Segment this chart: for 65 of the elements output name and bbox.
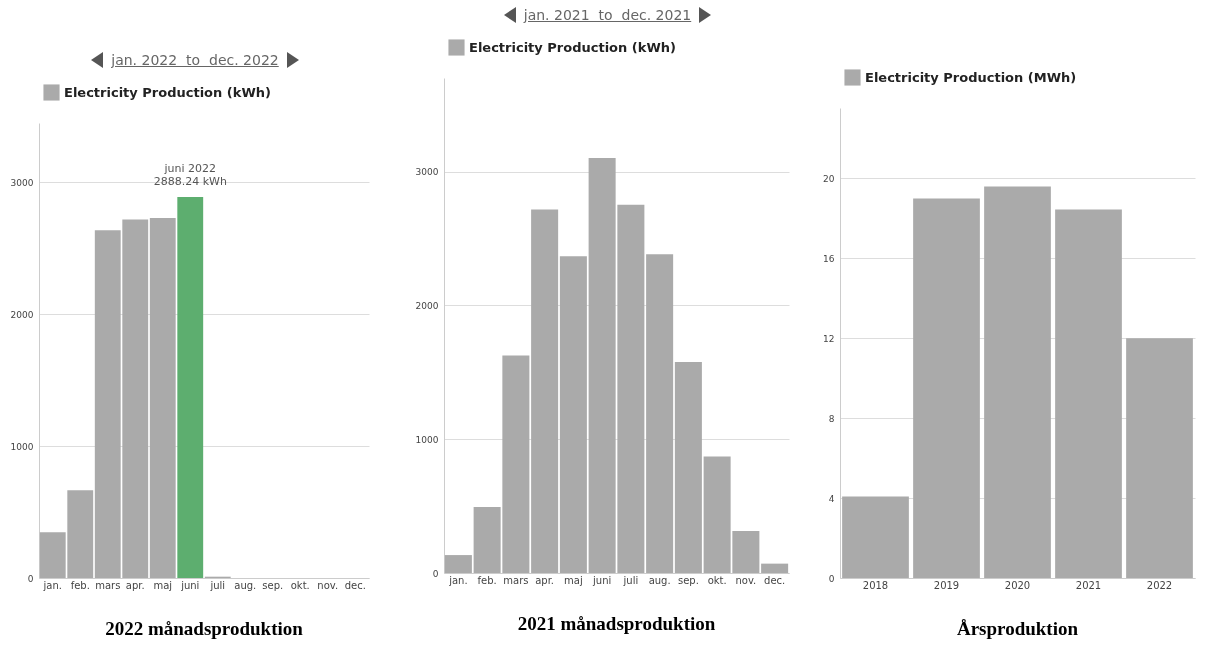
y-tick-label: 2000 <box>10 309 34 320</box>
x-tick-label: 2018 <box>862 579 889 591</box>
x-tick-label: feb. <box>477 574 497 586</box>
x-tick-label: jan. <box>42 579 62 591</box>
annotation: juni 2022 2888.24 kWh <box>153 162 227 189</box>
legend-label: Electricity Production (kWh) <box>469 39 676 55</box>
bar <box>444 555 472 573</box>
x-tick-label: feb. <box>70 579 90 591</box>
y-tick-label: 1000 <box>415 434 439 445</box>
x-tick-label: 2022 <box>1146 579 1173 591</box>
x-tick-label: dec. <box>344 579 366 591</box>
chart-subtitle: jan. 2021 to dec. 2021 <box>523 7 692 23</box>
bar <box>149 218 176 578</box>
x-tick-label: okt. <box>290 579 310 591</box>
x-tick-label: sep. <box>262 579 284 591</box>
x-tick-label: jan. <box>448 574 468 586</box>
bar <box>531 209 559 573</box>
x-tick-label: mars <box>503 574 529 586</box>
x-tick-label: apr. <box>535 574 555 586</box>
y-tick-label: 16 <box>823 253 835 264</box>
bar <box>559 256 587 573</box>
text: Årsproduktion <box>956 618 1079 639</box>
x-tick-label: sep. <box>677 574 699 586</box>
x-tick-label: aug. <box>648 574 671 586</box>
bar <box>842 496 909 578</box>
text: 2022 månadsproduktion <box>105 618 304 639</box>
y-tick-label: 3000 <box>415 167 439 178</box>
x-tick-label: apr. <box>125 579 145 591</box>
bar <box>646 254 674 573</box>
y-tick-label: 8 <box>828 413 835 424</box>
y-tick-label: 20 <box>823 173 835 184</box>
y-tick-label: 4 <box>828 493 835 504</box>
x-tick-label: 2020 <box>1004 579 1031 591</box>
x-tick-label: okt. <box>707 574 727 586</box>
x-tick-label: aug. <box>234 579 257 591</box>
x-tick-label: juni <box>592 574 612 586</box>
bar <box>177 197 204 578</box>
bar <box>913 198 980 578</box>
bar <box>1126 338 1193 578</box>
x-tick-label: nov. <box>735 574 757 586</box>
y-tick-label: 0 <box>828 573 835 584</box>
x-tick-label: mars <box>95 579 121 591</box>
y-tick-label: 3000 <box>10 177 34 188</box>
x-tick-label: juni <box>180 579 200 591</box>
x-tick-label: maj <box>153 579 173 591</box>
bar <box>984 186 1051 578</box>
legend-label: Electricity Production (kWh) <box>64 84 271 100</box>
bar <box>761 563 789 573</box>
legend-label: Electricity Production (MWh) <box>865 69 1077 85</box>
x-tick-label: juli <box>622 574 639 586</box>
y-tick-label: 0 <box>27 573 34 584</box>
y-tick-label: 12 <box>823 333 835 344</box>
y-tick-label: 1000 <box>10 441 34 452</box>
x-tick-label: 2019 <box>933 579 960 591</box>
x-tick-label: juli <box>209 579 226 591</box>
bar <box>1055 209 1122 578</box>
text: 2021 månadsproduktion <box>517 613 716 634</box>
x-tick-label: dec. <box>764 574 786 586</box>
x-tick-label: maj <box>564 574 583 586</box>
y-tick-label: 2000 <box>415 300 439 311</box>
bar <box>674 362 702 573</box>
y-tick-label: 0 <box>432 568 439 579</box>
x-tick-label: nov. <box>317 579 339 591</box>
chart-subtitle: jan. 2022 to dec. 2022 <box>111 52 279 68</box>
x-tick-label: 2021 <box>1075 579 1102 591</box>
